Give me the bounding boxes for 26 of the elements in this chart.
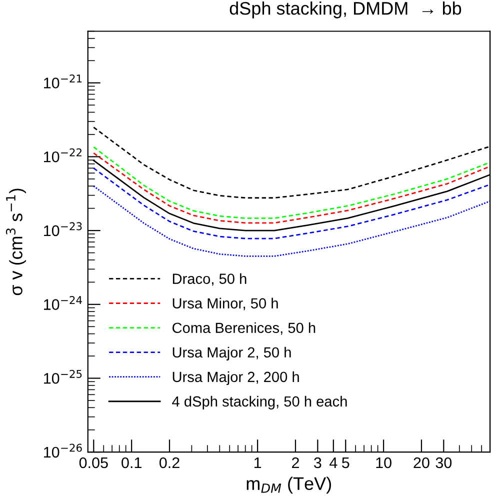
x-tick-label: 4: [330, 458, 338, 468]
x-tick-label: 10: [376, 457, 392, 468]
legend-label: Coma Berenices, 50 h: [172, 322, 316, 335]
y-tick-label: 10$^{−23}$: [44, 222, 82, 236]
legend-label: Draco, 50 h: [172, 273, 246, 286]
chart-title: dSph stacking, DMDM → bb: [230, 1, 462, 18]
y-axis-title: σ v (cm$^{3}$ s$^{−1}$): [6, 188, 26, 296]
legend-label: Ursa Minor, 50 h: [172, 298, 278, 310]
x-tick-label: 3: [314, 457, 322, 468]
x-tick-label: 2: [292, 457, 299, 468]
y-tick-label: 10$^{−25}$: [44, 370, 82, 384]
legend-label: Ursa Major 2, 200 h: [172, 371, 299, 385]
y-tick-label: 10$^{−22}$: [44, 148, 82, 162]
x-tick-label: 20: [414, 457, 430, 468]
legend-label: 4 dSph stacking, 50 h each: [172, 396, 347, 410]
x-tick-label: 0.1: [122, 457, 142, 468]
y-tick-label: 10$^{−24}$: [44, 296, 82, 310]
x-tick-label: 5: [342, 458, 350, 468]
legend-label: Ursa Major 2, 50 h: [172, 346, 291, 360]
y-tick-label: 10$^{−21}$: [44, 74, 82, 88]
x-tick-label: 0.2: [159, 457, 180, 468]
x-axis-title: m$_{DM}$ (TeV): [246, 476, 331, 494]
x-tick-label: 0.05: [79, 457, 108, 468]
y-tick-label: 10$^{−26}$: [44, 444, 82, 458]
x-tick-label: 30: [436, 457, 452, 468]
x-tick-label: 1: [254, 458, 262, 468]
